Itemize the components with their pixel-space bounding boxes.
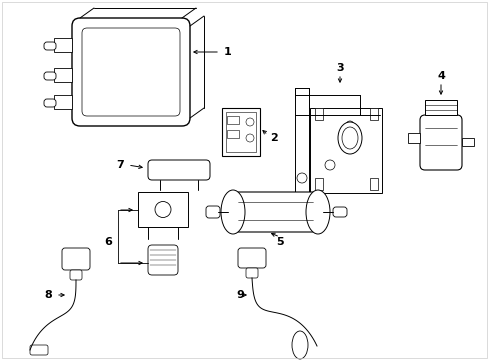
- Ellipse shape: [325, 160, 334, 170]
- Text: 1: 1: [224, 47, 231, 57]
- Bar: [54, 95, 72, 109]
- Text: 3: 3: [336, 63, 343, 73]
- FancyBboxPatch shape: [82, 28, 180, 116]
- Ellipse shape: [221, 190, 244, 234]
- Ellipse shape: [341, 127, 357, 149]
- Ellipse shape: [305, 190, 329, 234]
- Text: 2: 2: [269, 133, 277, 143]
- Bar: [54, 68, 72, 82]
- Bar: [54, 38, 72, 52]
- Bar: [222, 108, 260, 156]
- FancyBboxPatch shape: [332, 207, 346, 217]
- Bar: [407, 133, 419, 143]
- Bar: [314, 178, 323, 190]
- FancyBboxPatch shape: [44, 72, 56, 80]
- Ellipse shape: [245, 134, 253, 142]
- Bar: [294, 88, 308, 193]
- FancyBboxPatch shape: [72, 18, 190, 126]
- Bar: [461, 138, 473, 146]
- Bar: [226, 116, 239, 124]
- FancyBboxPatch shape: [245, 268, 258, 278]
- Ellipse shape: [337, 122, 361, 154]
- Ellipse shape: [155, 202, 171, 217]
- Text: 4: 4: [436, 71, 444, 81]
- Bar: [424, 100, 456, 115]
- Bar: [314, 108, 323, 120]
- Text: 6: 6: [104, 237, 112, 247]
- Ellipse shape: [245, 118, 253, 126]
- FancyBboxPatch shape: [238, 248, 265, 268]
- Bar: [369, 108, 377, 120]
- FancyBboxPatch shape: [148, 245, 178, 275]
- FancyBboxPatch shape: [232, 192, 317, 232]
- Text: 5: 5: [276, 237, 283, 247]
- FancyBboxPatch shape: [419, 115, 461, 170]
- Bar: [138, 192, 187, 227]
- Bar: [369, 178, 377, 190]
- Bar: [309, 108, 381, 193]
- Text: 9: 9: [236, 290, 244, 300]
- FancyBboxPatch shape: [148, 160, 209, 180]
- FancyBboxPatch shape: [44, 42, 56, 50]
- FancyBboxPatch shape: [70, 270, 82, 280]
- FancyBboxPatch shape: [44, 99, 56, 107]
- Text: 7: 7: [116, 160, 123, 170]
- Bar: [226, 130, 239, 138]
- Ellipse shape: [346, 121, 353, 129]
- FancyBboxPatch shape: [62, 248, 90, 270]
- Ellipse shape: [291, 331, 307, 359]
- Ellipse shape: [296, 173, 306, 183]
- Bar: [225, 112, 256, 152]
- Text: 8: 8: [44, 290, 52, 300]
- FancyBboxPatch shape: [30, 345, 48, 355]
- FancyBboxPatch shape: [205, 206, 220, 218]
